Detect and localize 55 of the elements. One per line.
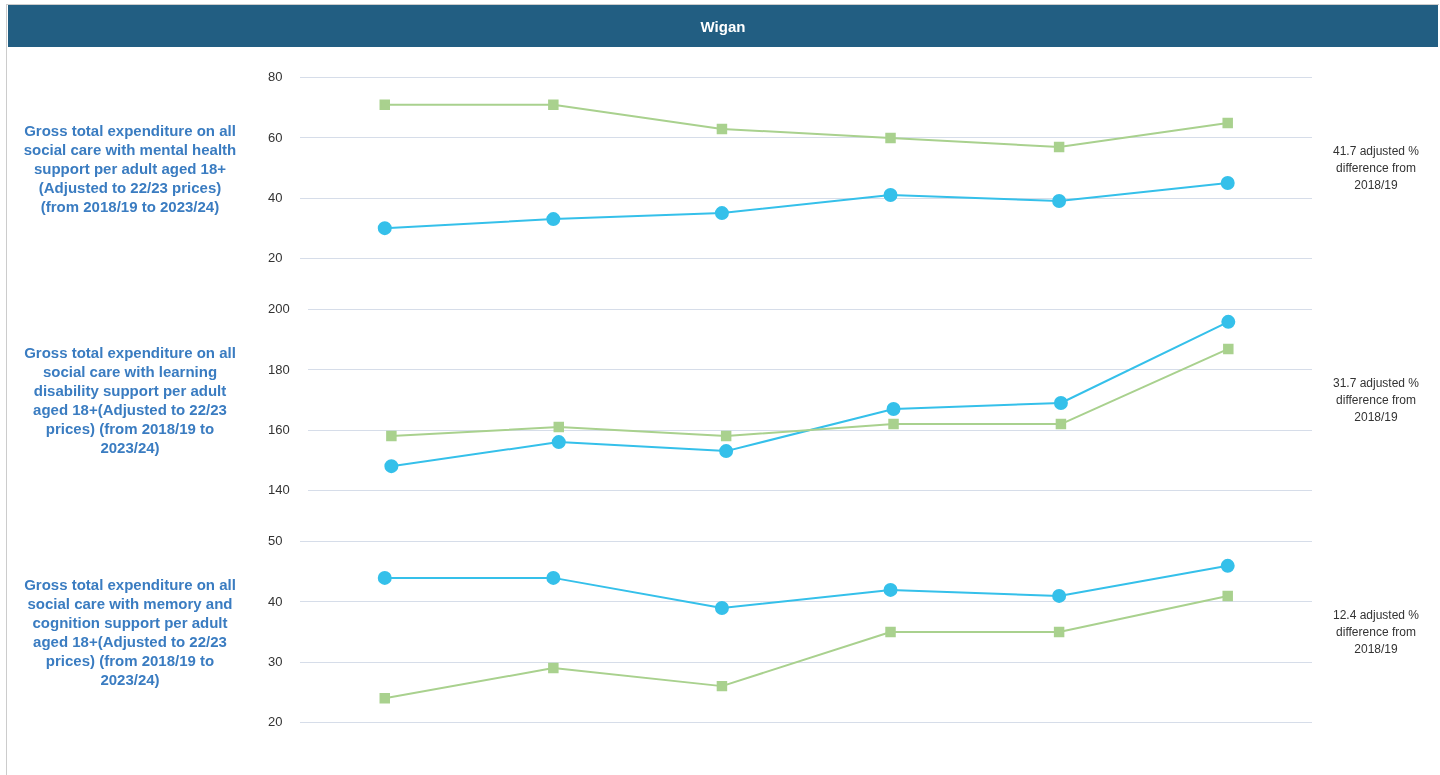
point [716,680,728,692]
y-tick-label: 50 [267,533,283,549]
point [883,582,898,597]
text: 41.7 adjusted % difference from 2018/19 [1331,142,1421,194]
point [716,123,728,135]
point [886,402,901,417]
point [548,99,559,111]
y-axis-title: Gross total expenditure on all social care with memory and cognition support per adult aged 18+(Adjusted to 22/23 prices) (from 2018/19 to 2023/24) [23,575,237,690]
point [1055,418,1067,430]
y-tick-label: 140 [267,481,290,497]
point [719,444,734,459]
point [379,692,390,704]
point [1053,626,1065,638]
point [714,206,729,221]
y-axis-title: Gross total expenditure on all social care with mental health support per adult aged 18+(Adjusted to 22/23 prices) (from 2018/19 to 2023/24) [22,120,238,217]
point [377,221,392,236]
point [1221,314,1236,329]
point [546,570,561,585]
point [885,132,896,144]
point [1220,176,1235,191]
point [379,99,390,111]
y-tick-label: 40 [267,593,283,609]
y-tick-label: 40 [267,189,283,205]
point [1222,590,1233,602]
point [1222,117,1233,129]
point [377,570,392,585]
point [888,418,899,430]
point [720,430,732,442]
point [1223,343,1234,355]
point [1052,194,1067,209]
point [1053,396,1068,411]
y-tick-label: 80 [267,69,283,85]
point [384,459,399,474]
y-tick-label: 160 [267,421,290,437]
chart-title: Wigan [8,5,1438,47]
y-axis-title: Gross total expenditure on all social care with learning disability support per adult aged 18+(Adjusted to 22/23 prices) (from 2018/19 to 2023/24) [23,343,237,458]
point [1053,141,1065,153]
point [1052,588,1067,603]
point [546,212,561,227]
y-tick-label: 20 [267,713,283,729]
y-tick-label: 20 [267,249,283,265]
point [1220,558,1235,573]
y-tick-label: 60 [267,129,283,145]
point [553,421,565,433]
y-tick-label: 180 [267,361,290,377]
point [885,626,896,638]
y-tick-label: 30 [267,653,283,669]
point [386,430,397,442]
point [551,435,566,450]
point [714,600,729,615]
text: 12.4 adjusted % difference from 2018/19 [1331,606,1421,658]
point [883,188,898,203]
point [548,662,559,674]
y-tick-label: 200 [267,301,290,317]
text: 31.7 adjusted % difference from 2018/19 [1331,374,1421,426]
